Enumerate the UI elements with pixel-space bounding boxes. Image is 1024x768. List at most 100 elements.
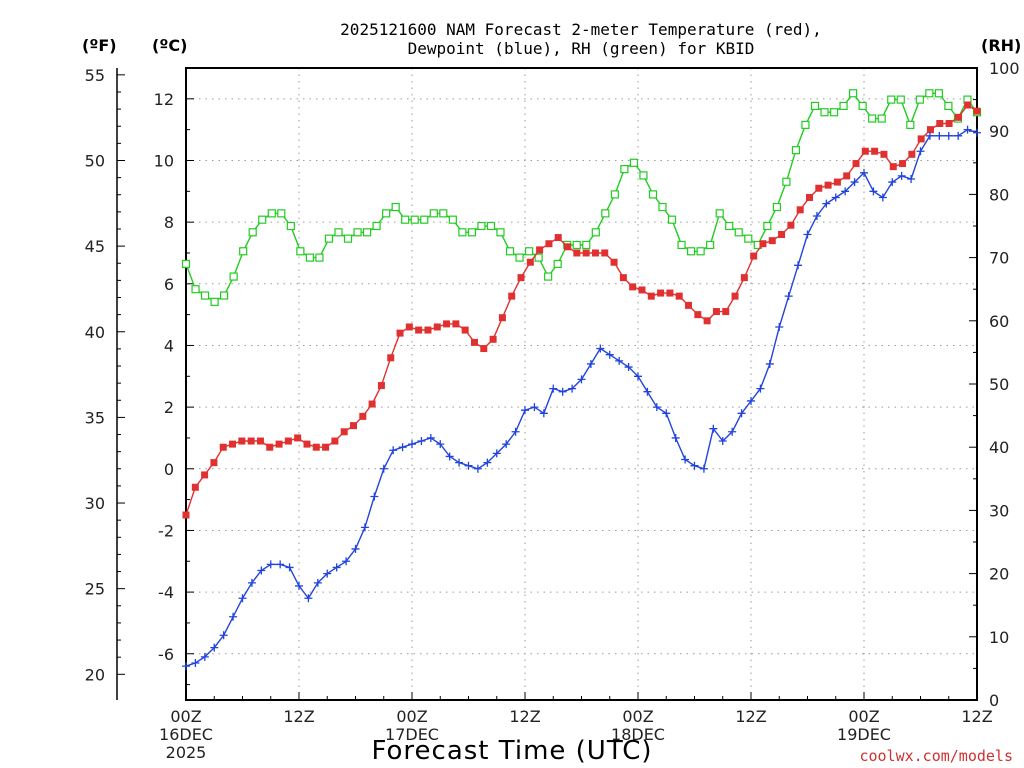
rh-tick-label: 70	[989, 249, 1009, 268]
fahrenheit-tick-label: 50	[85, 151, 105, 170]
celsius-tick-label: -6	[158, 645, 174, 664]
rh-point	[734, 228, 743, 237]
dewpoint-point	[539, 409, 548, 418]
dewpoint-point	[577, 375, 586, 384]
temperature-point	[964, 101, 972, 109]
dewpoint-point	[398, 443, 407, 452]
dewpoint-point	[219, 631, 228, 640]
time-tick-label: 00Z	[622, 707, 653, 726]
temperature-point	[191, 483, 199, 491]
temperature-point	[629, 283, 637, 291]
temperature-point	[945, 119, 953, 127]
dewpoint-point	[652, 403, 661, 412]
rh-point	[277, 209, 286, 218]
dewpoint-point	[944, 131, 953, 140]
dewpoint-point	[812, 211, 821, 220]
temperature-point	[498, 314, 506, 322]
temperature-point	[275, 440, 283, 448]
rh-point	[782, 177, 791, 186]
rh-point	[515, 253, 524, 262]
temperature-point	[340, 428, 348, 436]
temperature-point	[861, 147, 869, 155]
temperature-point	[899, 160, 907, 168]
time-tick-label: 12Z	[509, 707, 540, 726]
dewpoint-point	[690, 461, 699, 470]
celsius-tick-label: 0	[164, 460, 174, 479]
temperature-point	[359, 412, 367, 420]
dewpoint-point	[332, 563, 341, 572]
dewpoint-point	[888, 178, 897, 187]
title-line-1: 2025121600 NAM Forecast 2-meter Temperat…	[340, 20, 822, 39]
dewpoint-point	[897, 171, 906, 180]
rh-point	[410, 215, 419, 224]
rh-point	[858, 101, 867, 111]
rh-tick-label: 80	[989, 185, 1009, 204]
fahrenheit-tick-label: 55	[85, 66, 105, 85]
rh-point	[343, 234, 353, 243]
time-tick-label: 12Z	[283, 707, 314, 726]
fahrenheit-unit-label: (ºF)	[82, 36, 117, 55]
dewpoint-point	[596, 344, 605, 353]
dewpoint-point	[464, 461, 473, 470]
dewpoint-point	[568, 384, 577, 393]
rh-point	[544, 272, 553, 281]
dewpoint-point	[445, 452, 454, 461]
rh-point	[706, 240, 715, 250]
dewpoint-point	[841, 187, 850, 196]
dewpoint-point	[304, 594, 313, 603]
rh-point	[267, 209, 276, 218]
temperature-point	[545, 240, 553, 248]
dewpoint-point	[483, 458, 492, 467]
rh-point	[229, 272, 238, 281]
temperature-point	[936, 119, 944, 127]
fahrenheit-axis: 20 25 30 35 40 45 50 55	[85, 66, 125, 700]
temperature-point	[229, 440, 237, 448]
time-tick-label: 17DEC	[385, 725, 439, 744]
dewpoint-point	[634, 372, 642, 381]
rh-point	[829, 108, 839, 117]
rh-point	[486, 221, 496, 231]
rh-point	[458, 228, 467, 237]
dewpoint-point	[765, 359, 774, 368]
dewpoint-point	[935, 131, 944, 140]
fahrenheit-tick-label: 40	[85, 323, 105, 342]
dewpoint-point	[925, 131, 934, 140]
time-tick-label: 18DEC	[611, 725, 665, 744]
temperature-point	[582, 249, 590, 257]
fahrenheit-tick-label: 45	[85, 237, 105, 256]
temperature-point	[750, 252, 758, 260]
rh-point	[391, 202, 400, 212]
temperature-point	[610, 258, 618, 266]
rh-point	[296, 247, 305, 256]
temperature-point	[433, 323, 441, 331]
rh-point	[839, 101, 848, 111]
temperature-point	[843, 172, 851, 180]
temperature-point	[424, 326, 432, 334]
temperature-point	[880, 150, 888, 158]
temperature-point	[833, 178, 841, 186]
dewpoint-point	[426, 433, 435, 442]
dewpoint-point	[615, 356, 624, 365]
temperature-point	[554, 234, 562, 242]
celsius-tick-label: 8	[164, 213, 174, 232]
dewpoint-point	[408, 440, 416, 449]
rh-point	[667, 215, 677, 224]
dewpoint-point	[182, 662, 190, 671]
dewpoint-point	[681, 455, 690, 464]
rh-point	[210, 297, 219, 306]
rh-point	[686, 247, 696, 256]
temperature-point	[387, 354, 395, 362]
temperature-point	[368, 400, 376, 408]
temperature-point	[377, 382, 385, 390]
temperature-point	[452, 320, 460, 328]
celsius-unit-label: (ºC)	[152, 36, 187, 55]
rh-point	[200, 291, 210, 300]
temperature-point	[415, 326, 423, 334]
temperature-point	[722, 308, 730, 316]
temperature-point	[564, 243, 572, 251]
rh-point	[744, 234, 753, 243]
temperature-point	[926, 126, 934, 134]
rh-point	[591, 228, 600, 237]
